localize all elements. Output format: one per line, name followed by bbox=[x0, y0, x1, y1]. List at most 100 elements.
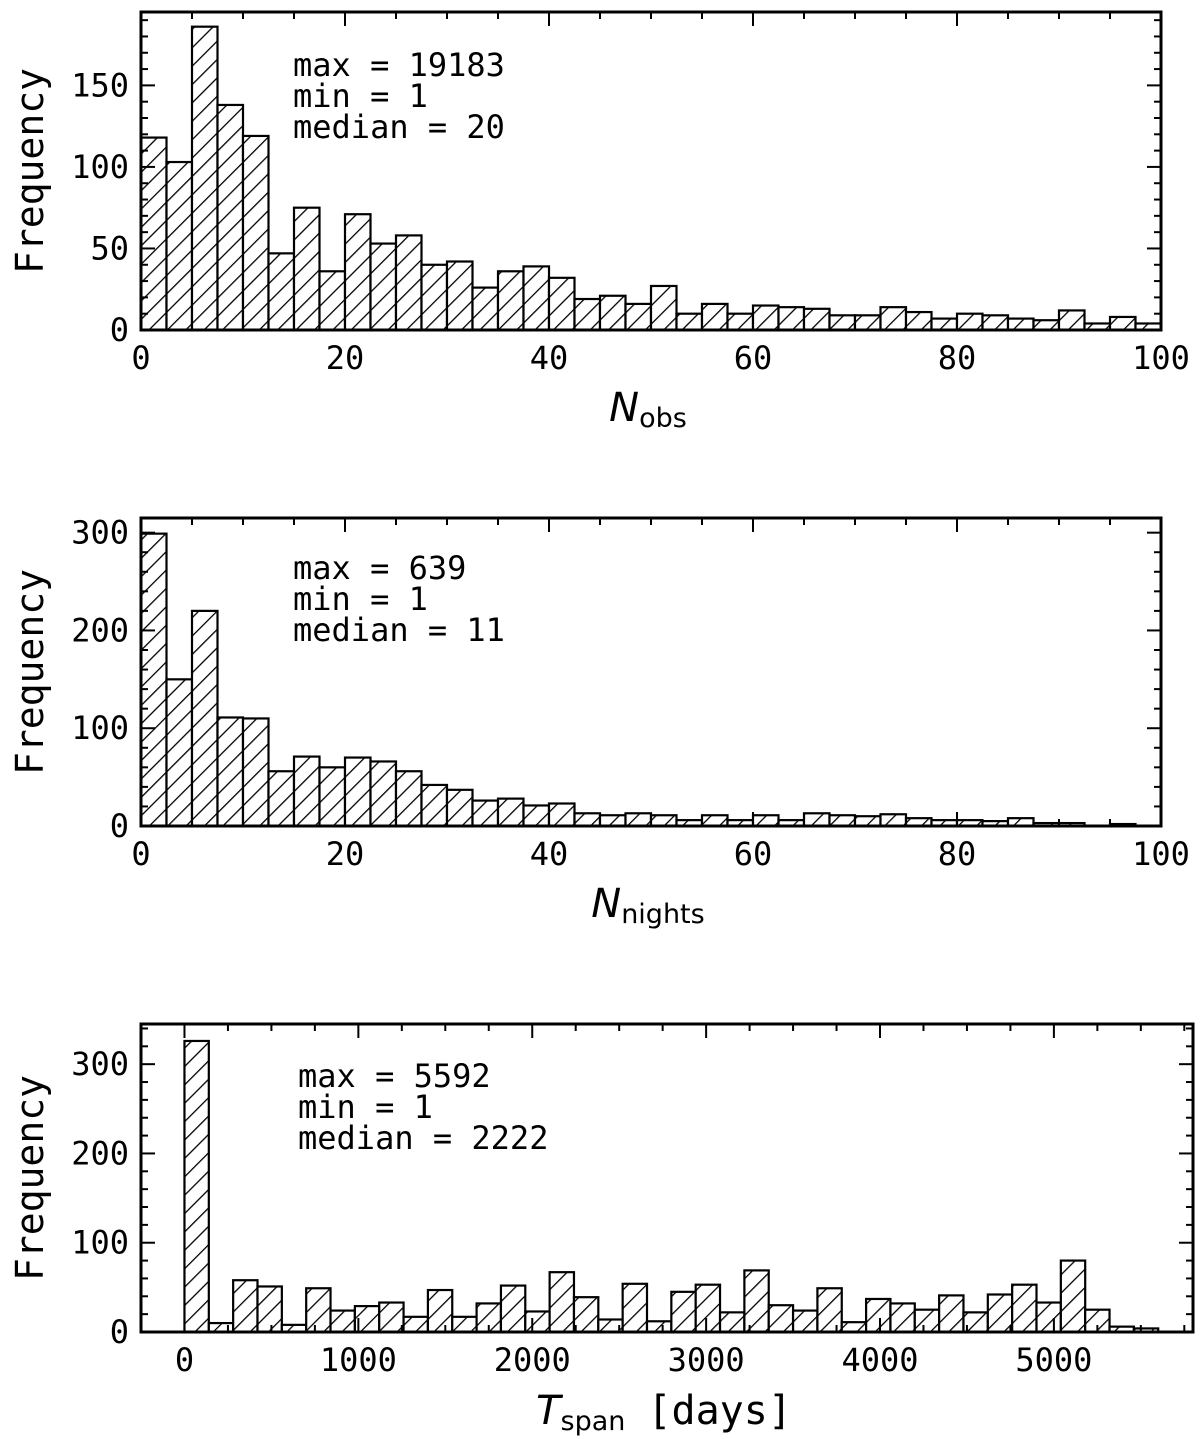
histogram-bar bbox=[183, 1039, 210, 1334]
annotation-max-nobs: max = 19183 bbox=[293, 46, 505, 84]
histogram-bar bbox=[624, 302, 653, 332]
histogram-bar bbox=[853, 314, 882, 332]
histogram-bar bbox=[524, 1310, 551, 1334]
plot-frame-nnights bbox=[139, 516, 1163, 828]
x-tick-label: 80 bbox=[938, 835, 977, 873]
xlabel-main-tspan: T bbox=[536, 1388, 564, 1434]
histogram-bar bbox=[165, 678, 194, 828]
y-tick-label: 150 bbox=[71, 66, 129, 104]
histogram-bar bbox=[572, 1296, 600, 1334]
annotation-max-nnights: max = 639 bbox=[293, 549, 466, 587]
histogram-bar bbox=[694, 1283, 722, 1334]
x-tick-label: 1000 bbox=[320, 1341, 397, 1379]
ylabel-nnights: Frequency bbox=[8, 569, 52, 775]
xticks-nobs: 0 20 40 60 80 100 bbox=[131, 12, 1190, 377]
histogram-bar bbox=[241, 134, 270, 332]
histogram-bar bbox=[471, 799, 500, 828]
histogram-bar bbox=[913, 1308, 941, 1334]
histogram-bar bbox=[767, 1304, 795, 1334]
x-tick-label: 0 bbox=[131, 339, 150, 377]
x-tick-label: 80 bbox=[938, 339, 977, 377]
y-tick-label: 100 bbox=[71, 709, 129, 747]
histogram-bar bbox=[573, 297, 602, 332]
y-tick-label: 0 bbox=[110, 807, 129, 845]
histogram-bar bbox=[624, 812, 653, 828]
yticks-tspan: 0 100 200 300 bbox=[71, 1027, 1193, 1351]
histogram-bar bbox=[292, 206, 321, 332]
panel-tspan: 0 100 200 300 0 1000 2000 3000 4000 5000 Frequen… bbox=[8, 1022, 1195, 1437]
histogram-bar bbox=[267, 252, 296, 332]
histogram-bar bbox=[981, 314, 1010, 332]
xlabel-tspan: Tspan [days] bbox=[536, 1388, 792, 1437]
xlabel-sub-tspan: span bbox=[561, 1406, 626, 1437]
histogram-bar bbox=[420, 263, 449, 332]
histogram-bar bbox=[930, 317, 959, 332]
histogram-bar bbox=[318, 766, 347, 828]
histogram-bar bbox=[216, 716, 245, 828]
x-tick-label: 2000 bbox=[494, 1341, 571, 1379]
xlabel-main-nnights: N bbox=[591, 881, 621, 927]
xlabel-sub-nnights: nights bbox=[621, 899, 705, 930]
histogram-bar bbox=[802, 307, 831, 332]
x-tick-label: 3000 bbox=[668, 1341, 745, 1379]
xlabel-sub-nobs: obs bbox=[639, 403, 687, 434]
xlabel-unit-tspan: [days] bbox=[647, 1388, 792, 1434]
y-tick-label: 50 bbox=[90, 229, 129, 267]
xlabel-main-nobs: N bbox=[609, 385, 639, 431]
histogram-bar bbox=[292, 755, 321, 828]
histogram-bar bbox=[267, 770, 296, 828]
histogram-bar bbox=[1108, 315, 1137, 332]
histogram-bar bbox=[649, 284, 678, 332]
annotation-min-nnights: min = 1 bbox=[293, 580, 428, 618]
histogram-bar bbox=[726, 312, 755, 332]
histogram-bar bbox=[165, 160, 194, 332]
histogram-bar bbox=[889, 1302, 916, 1334]
histogram-bar bbox=[216, 103, 245, 332]
y-tick-label: 100 bbox=[71, 1224, 129, 1262]
histogram-bar bbox=[402, 1315, 430, 1334]
x-tick-label: 40 bbox=[530, 835, 569, 873]
histogram-bar bbox=[816, 1287, 843, 1334]
xlabel-nnights: Nnights bbox=[591, 881, 704, 930]
histogram-bar bbox=[394, 234, 423, 332]
histogram-bar bbox=[645, 1320, 673, 1334]
histogram-bar bbox=[420, 783, 449, 828]
histogram-bar bbox=[496, 270, 525, 332]
xticks-nnights: 0 20 40 60 80 100 bbox=[131, 518, 1190, 873]
histogram-bar bbox=[426, 1288, 454, 1334]
histogram-bar bbox=[548, 1271, 576, 1334]
histogram-bar bbox=[1057, 309, 1086, 332]
yticks-nobs: 0 50 100 150 bbox=[71, 19, 1161, 349]
x-tick-label: 20 bbox=[326, 835, 365, 873]
histogram-bar bbox=[139, 532, 168, 828]
histogram-bar bbox=[879, 813, 908, 828]
histogram-bar bbox=[718, 1311, 746, 1334]
y-tick-label: 300 bbox=[71, 1045, 129, 1083]
y-tick-label: 200 bbox=[71, 611, 129, 649]
x-tick-label: 0 bbox=[131, 835, 150, 873]
histogram-bar bbox=[675, 312, 704, 332]
histogram-bar bbox=[791, 1309, 819, 1334]
histogram-bar bbox=[329, 1309, 356, 1334]
x-tick-label: 0 bbox=[175, 1341, 194, 1379]
x-tick-label: 100 bbox=[1132, 835, 1190, 873]
histogram-bar bbox=[573, 812, 602, 828]
panel-nnights: 0 100 200 300 0 20 40 60 80 100 Frequency max = … bbox=[8, 514, 1190, 930]
histogram-bar bbox=[879, 306, 908, 332]
histogram-bar bbox=[343, 756, 372, 828]
histogram-bar bbox=[232, 1279, 259, 1334]
histogram-bar bbox=[1006, 317, 1035, 332]
histogram-bar bbox=[547, 802, 576, 828]
annotation-median-nobs: median = 20 bbox=[293, 108, 505, 146]
x-tick-label: 60 bbox=[734, 835, 773, 873]
histogram-bar bbox=[904, 310, 933, 332]
histogram-bar bbox=[777, 306, 806, 332]
histogram-bar bbox=[190, 609, 219, 828]
histogram-bar bbox=[522, 804, 551, 828]
histogram-bar bbox=[451, 1315, 478, 1334]
histogram-bar bbox=[369, 242, 398, 332]
histogram-bar bbox=[343, 213, 372, 332]
histogram-bar bbox=[828, 314, 857, 332]
x-tick-label: 100 bbox=[1132, 339, 1190, 377]
histogram-bar bbox=[743, 1269, 770, 1334]
